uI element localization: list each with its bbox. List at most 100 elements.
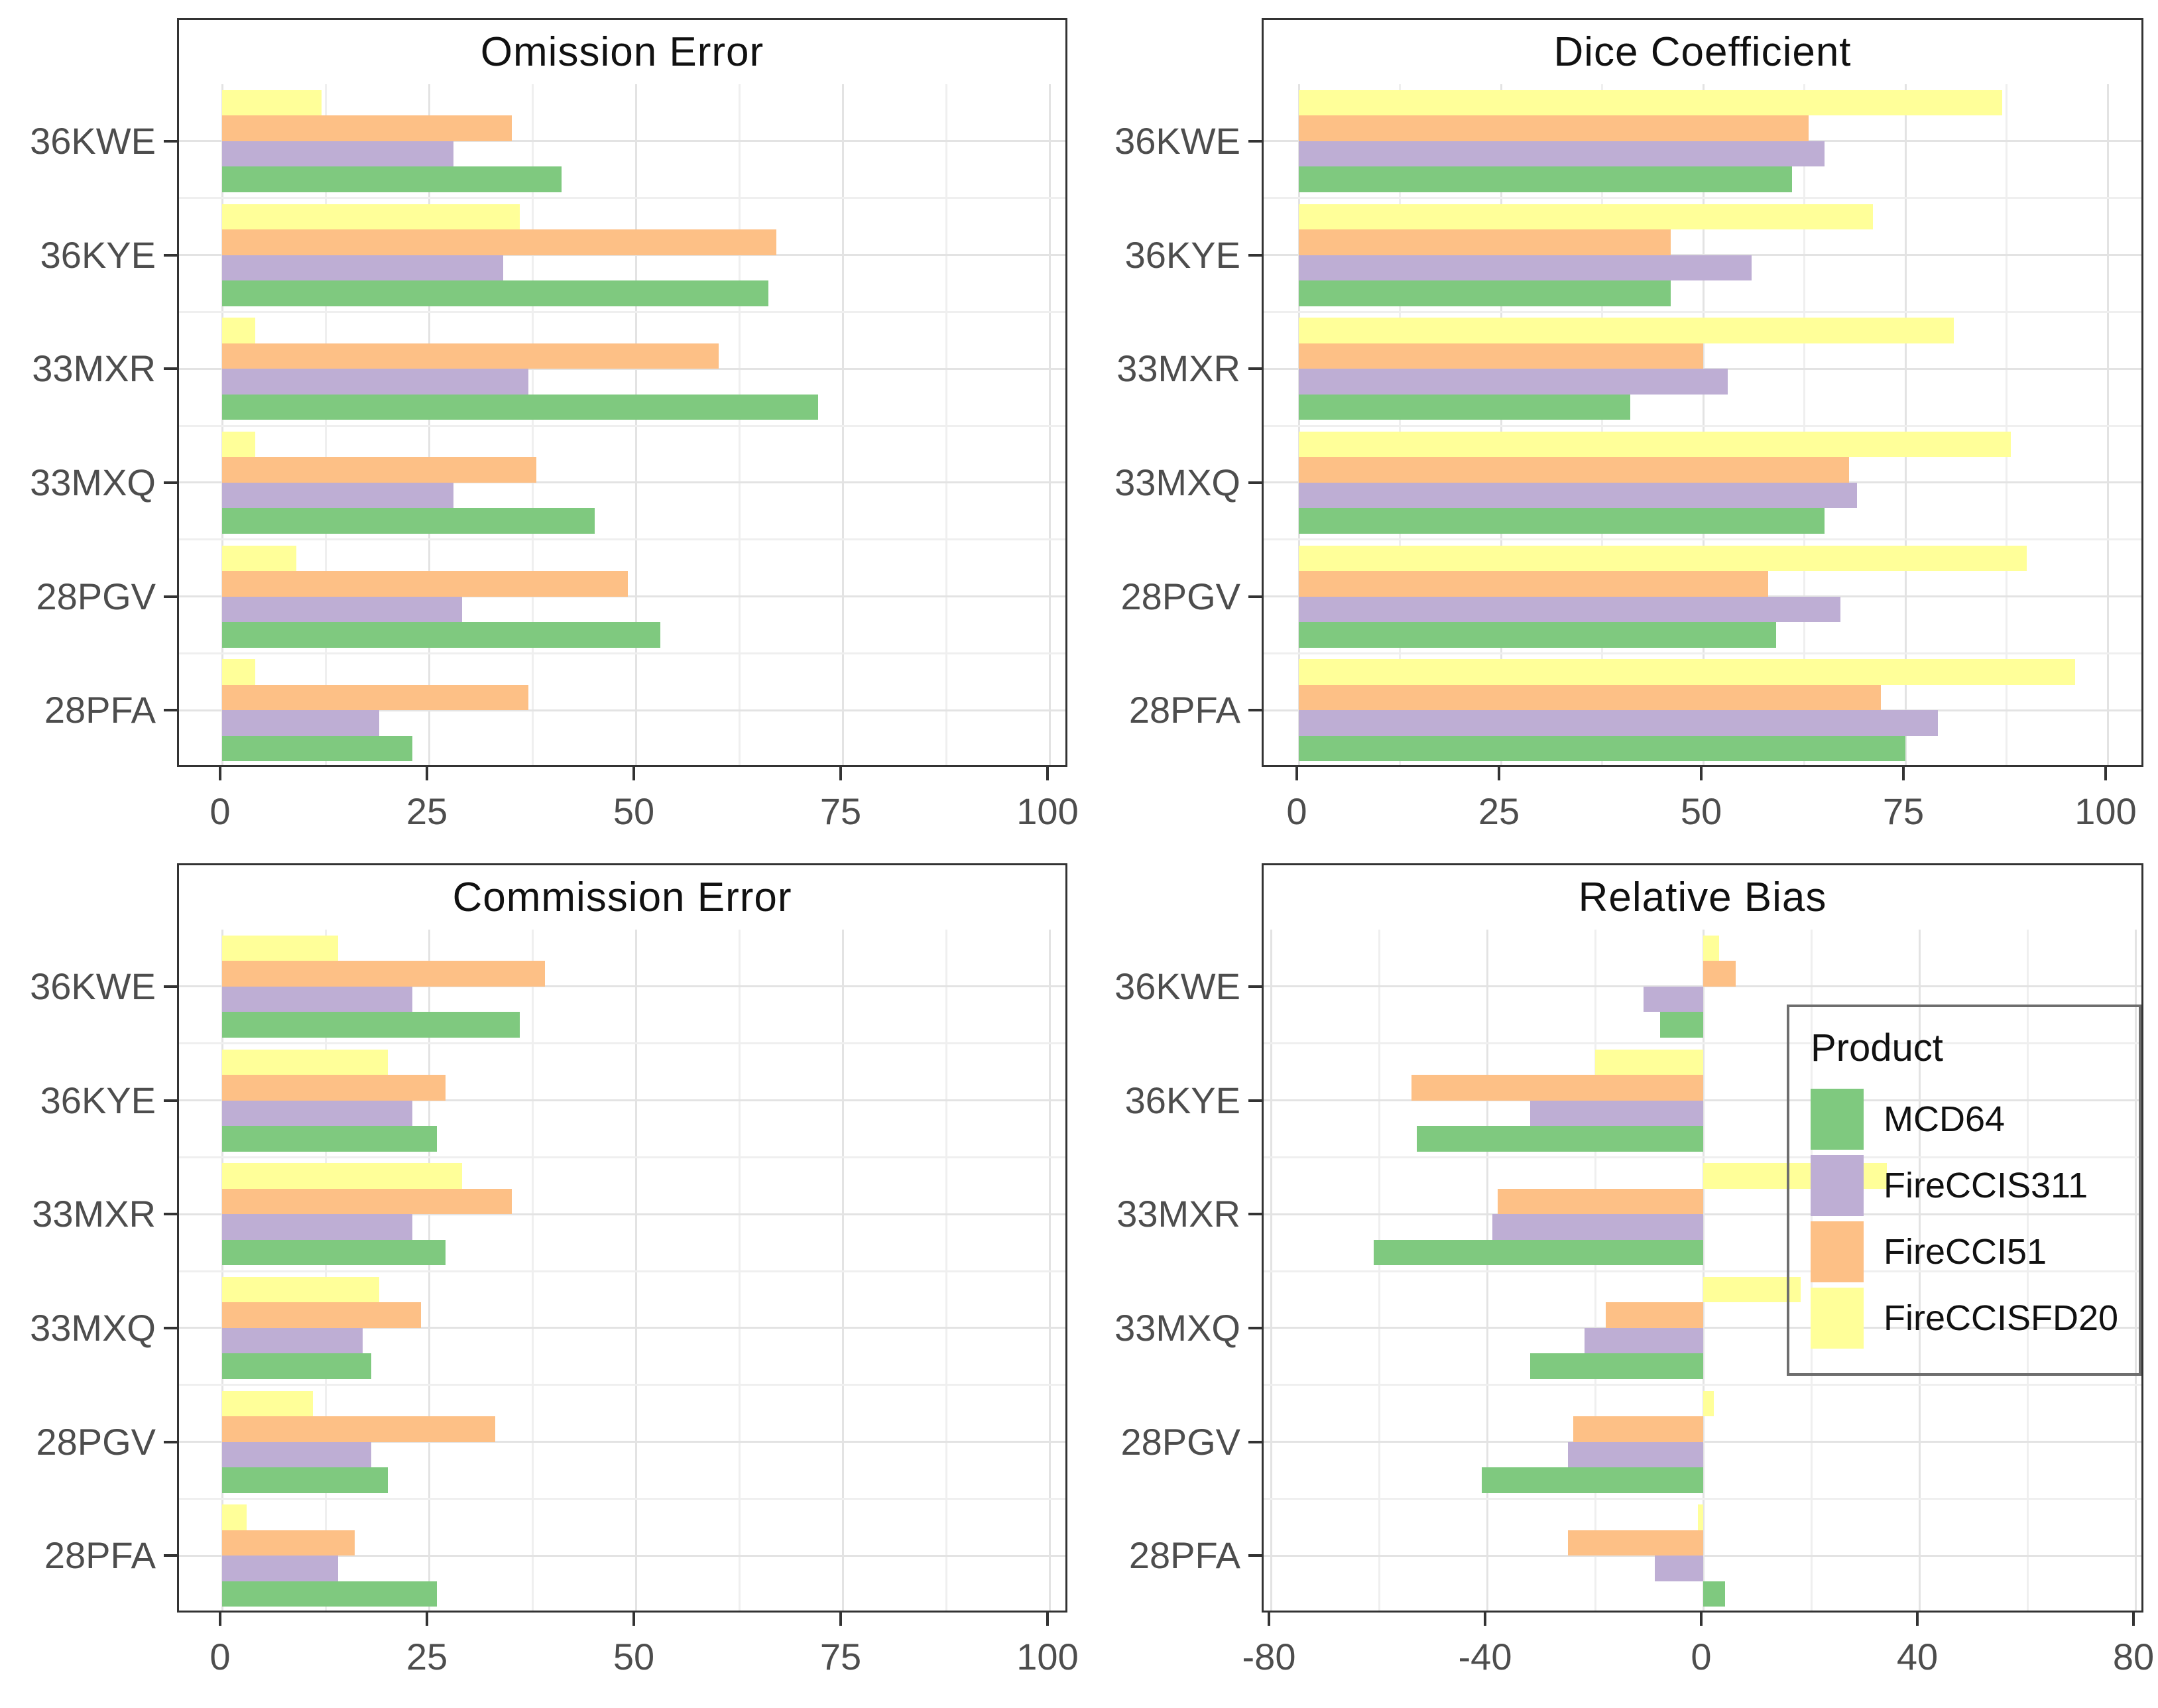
y-tick-mark [1248,481,1262,484]
bar-mcd64-36kwe [222,166,562,192]
bar-firecci51-36kye [222,229,777,255]
bar-fireccisfd20-28pgv [222,545,297,571]
facet-title: Relative Bias [1578,875,1827,920]
bar-fireccis311-36kye [222,255,504,280]
x-tick-label: 40 [1896,1636,1939,1677]
x-tick-mark [1916,1613,1919,1626]
gridline-boundary [1264,538,2141,541]
bar-mcd64-33mxq [1299,508,1825,534]
x-tick-mark [2132,1613,2135,1626]
bar-fireccis311-28pgv [222,596,462,622]
x-tick-mark [1902,767,1905,780]
x-tick-mark [632,767,635,780]
bar-fireccisfd20-33mxq [222,1276,380,1303]
bar-firecci51-36kwe [222,115,512,141]
x-tick-mark [839,1613,842,1626]
x-tick-mark [426,1613,428,1626]
legend-swatch-firecci51 [1811,1221,1864,1282]
bar-firecci51-33mxr [222,1188,512,1215]
y-tick-mark [1248,1440,1262,1443]
gridline-category [179,709,1065,711]
bar-fireccis311-36kye [1530,1100,1703,1126]
plot-area-dice-coefficient [1262,84,2143,767]
bar-mcd64-33mxr [1299,394,1631,420]
x-tick-label: 0 [1286,790,1307,832]
gridline-category [179,481,1065,484]
gridline-boundary [179,1270,1065,1272]
x-tick-mark [839,767,842,780]
y-tick-label: 33MXR [1116,347,1240,390]
gridline-boundary [179,1497,1065,1500]
x-tick-mark [426,767,428,780]
legend-swatch-fireccis311 [1811,1155,1864,1216]
legend-label: FireCCIS311 [1884,1166,2088,1205]
legend-item-mcd64: MCD64 [1811,1086,2139,1152]
gridline-boundary [179,652,1065,654]
legend-item-fireccis311: FireCCIS311 [1811,1152,2139,1219]
x-tick-mark [1484,1613,1486,1626]
bar-fireccis311-33mxq [1299,482,1857,509]
y-tick-label: 36KYE [1124,1079,1240,1121]
y-tick-label: 33MXR [1116,1193,1240,1235]
gridline-boundary [1264,1156,2141,1158]
x-tick-mark [2104,767,2107,780]
y-tick-mark [1248,253,1262,257]
x-tick-label: 100 [2074,790,2137,832]
y-tick-mark [164,985,177,988]
y-tick-label: 28PFA [44,1534,156,1577]
plot-area-commission-error [177,930,1067,1613]
legend-label: MCD64 [1884,1099,2006,1139]
bar-mcd64-28pgv [1481,1467,1703,1493]
legend-swatch-fireccisfd20 [1811,1288,1864,1349]
bar-firecci51-36kye [1299,229,1671,255]
gridline-category [179,1099,1065,1101]
x-tick-label: 100 [1016,1636,1079,1677]
bar-fireccisfd20-36kye [1595,1049,1703,1075]
bar-fireccisfd20-33mxq [1703,1276,1801,1303]
facet-strip-commission-error: Commission Error [177,863,1067,934]
gridline-boundary [1264,1384,2141,1386]
gridline-boundary [1264,1042,2141,1045]
y-tick-label: 28PGV [36,575,156,617]
bar-firecci51-28pfa [1568,1530,1703,1556]
gridline-boundary [1264,1270,2141,1272]
x-tick-label: 75 [819,1636,862,1677]
y-tick-label: 36KWE [30,119,156,162]
bar-fireccis311-28pgv [1568,1441,1703,1467]
legend-swatch-mcd64 [1811,1089,1864,1150]
y-tick-mark [164,139,177,143]
bar-firecci51-33mxr [1498,1188,1703,1215]
bar-fireccis311-33mxr [1299,369,1728,395]
bar-fireccisfd20-36kwe [1703,935,1720,961]
y-tick-label: 33MXQ [1114,1306,1240,1349]
x-tick-label: 50 [613,1636,655,1677]
bar-fireccisfd20-36kwe [222,90,322,116]
legend-product: Product MCD64 FireCCIS311 FireCCI51 Fire… [1787,1005,2141,1376]
y-tick-mark [1248,367,1262,371]
y-tick-label: 36KWE [1114,119,1240,162]
bar-fireccis311-28pfa [222,1555,338,1581]
bar-mcd64-36kye [1299,280,1671,306]
y-tick-mark [1248,139,1262,143]
gridline-boundary [179,538,1065,541]
facet-strip-relative-bias: Relative Bias [1262,863,2143,934]
bar-fireccisfd20-33mxr [222,1163,462,1189]
x-tick-label: -80 [1242,1636,1296,1677]
bar-fireccis311-33mxr [222,369,528,395]
x-tick-label: 50 [613,790,655,832]
y-tick-label: 33MXQ [30,461,156,503]
bar-mcd64-33mxr [1373,1239,1703,1266]
y-tick-label: 33MXQ [1114,461,1240,503]
y-tick-label: 28PFA [1128,1534,1240,1577]
bar-mcd64-33mxr [222,394,818,420]
bar-fireccisfd20-28pgv [1703,1390,1714,1416]
bar-mcd64-28pgv [1299,622,1776,648]
bar-firecci51-33mxq [1606,1302,1703,1328]
bar-fireccis311-36kye [222,1100,413,1126]
y-tick-mark [1248,595,1262,598]
x-tick-label: 50 [1680,790,1722,832]
x-tick-label: 0 [210,1636,231,1677]
gridline-boundary [1264,1497,2141,1500]
bar-firecci51-36kwe [222,961,545,987]
